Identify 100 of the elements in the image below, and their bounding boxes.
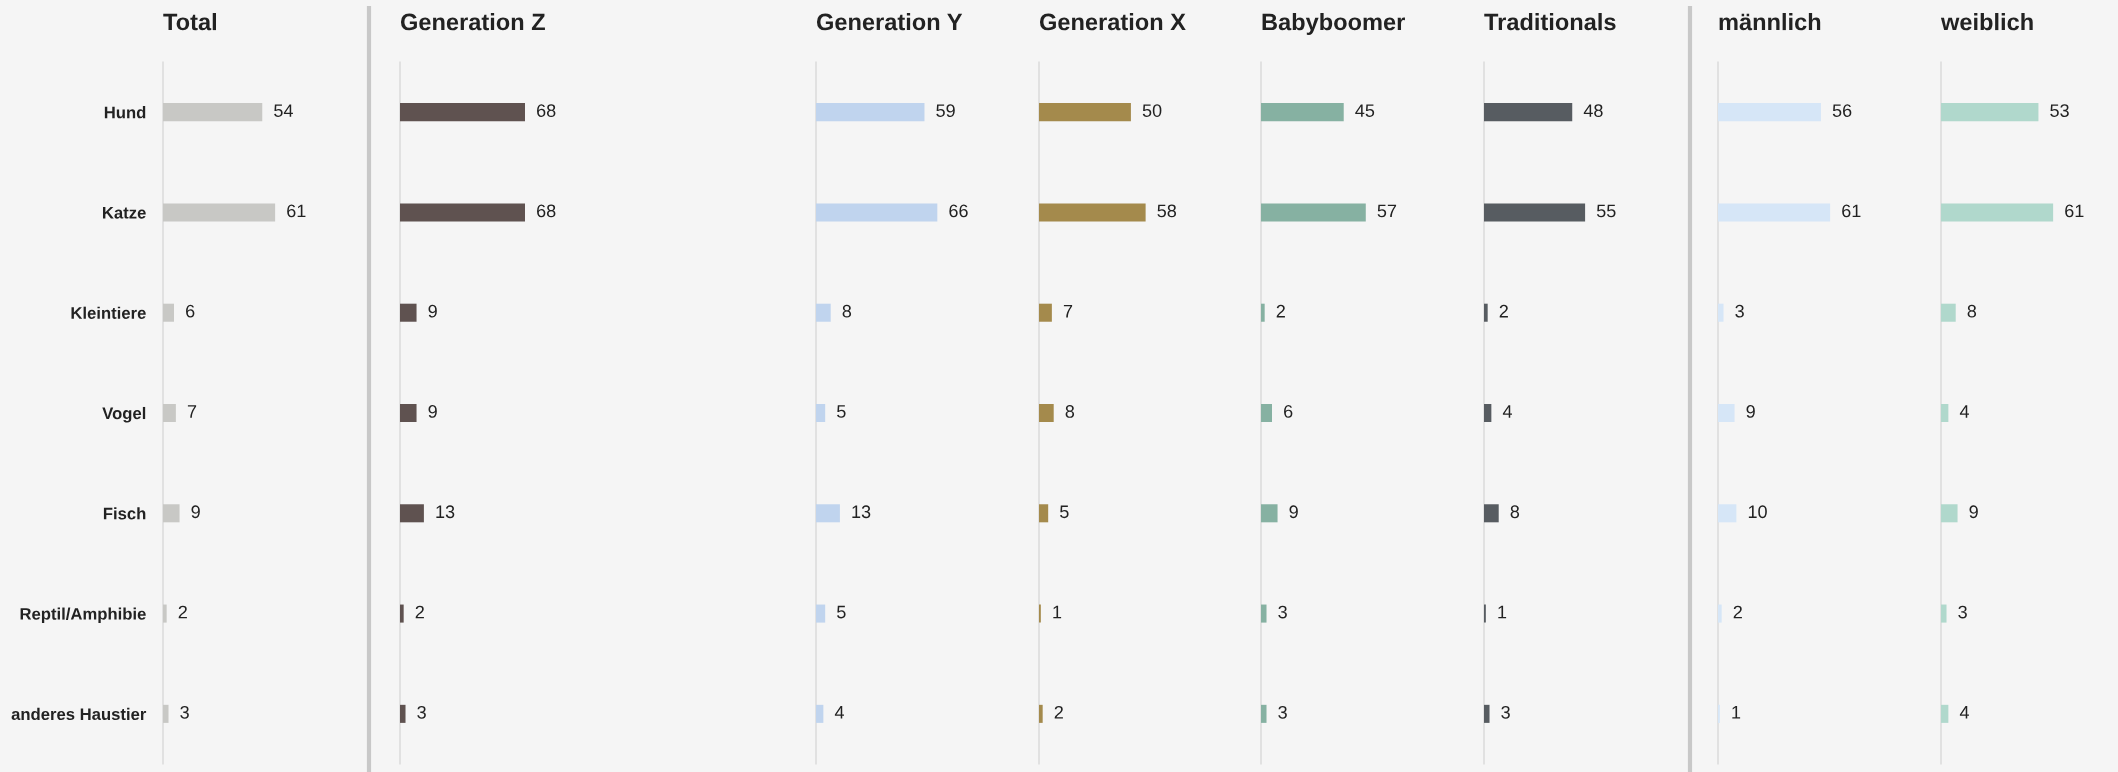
bar [1484,403,1492,423]
bar [1261,403,1273,423]
bar [1484,504,1499,523]
chart-title: Babyboomer [1262,13,1405,35]
bar [1484,203,1586,222]
data-label: 55 [1596,204,1616,218]
data-label: 6 [186,304,195,318]
data-label: 2 [1276,304,1285,318]
bar [1261,704,1267,723]
bar [1941,103,2039,122]
bar [400,504,424,523]
data-label: 2 [178,605,187,619]
data-label: 3 [1735,304,1744,318]
bar [816,103,925,122]
bar [1718,103,1821,122]
data-label: 50 [1142,104,1162,117]
bar [1484,303,1488,322]
y-tick-label: Katze [102,207,146,219]
bar [1039,704,1043,723]
data-label: 9 [1289,505,1298,519]
data-label: 4 [1502,405,1512,418]
bar [1718,203,1831,222]
y-tick-label: Kleintiere [71,306,146,319]
data-label: 10 [1748,505,1767,519]
bar [400,303,417,322]
bar [1484,103,1573,122]
data-label: 9 [428,405,437,418]
bar [1261,103,1344,122]
data-label: 6 [1284,405,1293,418]
data-label: 3 [417,705,426,719]
data-label: 5 [837,405,846,418]
y-tick-label: Fisch [103,507,146,520]
data-label: 58 [1157,204,1177,218]
bar [816,403,826,423]
bar [816,704,824,723]
data-label: 3 [1958,605,1967,619]
bar [1484,704,1490,723]
data-label: 9 [1746,405,1755,418]
bar [400,403,417,423]
data-label: 5 [837,605,846,619]
data-label: 48 [1583,104,1603,117]
bar [1039,504,1049,523]
data-label: 4 [1959,405,1969,418]
bar [1261,604,1267,623]
bar [400,103,525,122]
bar [1718,504,1737,523]
data-label: 68 [537,204,556,218]
data-label: 3 [180,705,189,719]
data-label: 13 [852,505,871,519]
y-tick-label: anderes Haustier [11,707,147,721]
data-label: 2 [415,605,424,619]
bar [400,203,525,222]
data-label: 8 [1065,405,1075,418]
data-label: 66 [949,204,968,218]
bar [1039,303,1052,322]
data-label: 3 [1501,705,1510,719]
bar [1261,303,1265,322]
y-tick-label: Hund [104,106,146,119]
bar [816,303,831,322]
data-label: 54 [274,104,293,117]
data-label: 2 [1733,605,1742,619]
data-label: 53 [2050,104,2069,117]
bar [1941,604,1947,623]
bar [1941,403,1949,423]
bar [1039,403,1054,423]
data-label: 68 [537,104,556,117]
chart-title: Generation X [1039,13,1186,31]
data-label: 5 [1060,505,1069,519]
bar [1941,303,1956,322]
data-label: 7 [187,405,197,418]
bar [1261,504,1278,523]
bar [1261,203,1366,222]
data-label: 8 [1510,505,1520,519]
chart-title: Generation Y [816,13,963,31]
chart-title: Generation Z [400,13,545,31]
data-label: 2 [1499,304,1508,318]
data-label: 9 [428,304,437,318]
data-label: 3 [1278,705,1287,719]
bar [1718,403,1735,423]
data-label: 45 [1355,104,1375,117]
data-label: 57 [1377,204,1397,218]
data-label: 8 [1967,304,1977,318]
bar [1941,203,2054,222]
data-label: 4 [834,706,844,719]
chart-title: männlich [1719,13,1821,31]
bar [816,504,840,523]
data-label: 3 [1278,605,1287,619]
bar [1039,103,1131,122]
bar [1039,203,1146,222]
bar [816,604,826,623]
bar [816,203,938,222]
chart-title: Total [163,13,216,31]
y-tick-label: Vogel [102,406,146,423]
chart-title: Traditionals [1484,13,1616,31]
bar [1718,303,1724,322]
data-label: 7 [1063,304,1073,318]
data-label: 4 [1959,706,1969,719]
data-label: 59 [936,104,955,117]
bar [400,704,406,723]
y-tick-label: Reptil/Amphibie [20,607,146,624]
